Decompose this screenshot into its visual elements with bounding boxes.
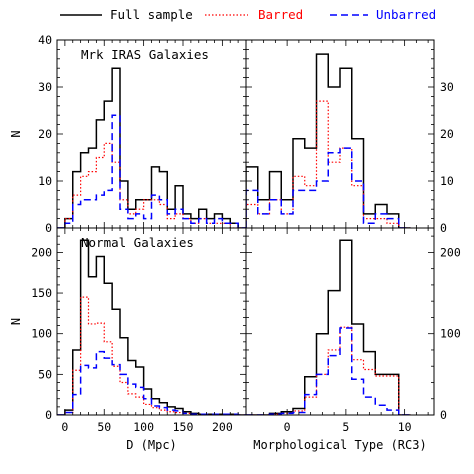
y-tick-label: 50: [38, 367, 52, 381]
y-axis-label: N: [9, 130, 23, 137]
panel-tl: 0 10 20 30 40 Mrk IRAS Galaxies N: [9, 33, 247, 235]
histogram-full-sample: [57, 67, 246, 228]
y-tick-label: 20: [440, 127, 454, 141]
x-axis-label: Morphological Type (RC3): [253, 438, 426, 452]
x-tick-label: 150: [173, 420, 194, 434]
histogram-full-sample: [57, 239, 246, 415]
panel-bl: 0 50 100 150 200 0 50 100 150 200 Normal Galaxies N…: [9, 227, 247, 452]
histogram-unbarred: [57, 350, 246, 415]
x-tick-label: 200: [212, 420, 233, 434]
x-tick-label: 100: [133, 420, 154, 434]
histogram-unbarred: [57, 114, 246, 228]
y-tick-label: 30: [440, 80, 454, 94]
y-tick-label: 100: [440, 327, 461, 341]
x-tick-label: 50: [97, 420, 111, 434]
y-tick-label: 10: [440, 174, 454, 188]
histogram-unbarred: [246, 147, 411, 228]
legend-label-unbarred: Unbarred: [376, 7, 436, 22]
y-tick-label: 100: [31, 327, 52, 341]
x-tick-label: 5: [342, 420, 349, 434]
y-axis-label: N: [9, 318, 23, 325]
x-tick-label: 0: [61, 420, 68, 434]
y-tick-label: 200: [440, 245, 461, 259]
y-tick-label: 40: [38, 33, 52, 47]
y-tick-label: 200: [31, 245, 52, 259]
histograms: [246, 53, 411, 228]
histogram-full-sample: [246, 239, 411, 415]
panel-annotation: Normal Galaxies: [81, 235, 194, 250]
histograms: [57, 239, 246, 415]
y-tick-label: 20: [38, 127, 52, 141]
legend-label-barred: Barred: [258, 7, 303, 22]
legend: Full sample Barred Unbarred: [60, 7, 436, 22]
panel-frame: [245, 227, 435, 416]
x-tick-label: 10: [398, 420, 412, 434]
histogram-unbarred: [246, 327, 411, 415]
y-tick-label: 0: [440, 221, 447, 235]
y-tick-label: 0: [440, 408, 447, 422]
panel-annotation: Mrk IRAS Galaxies: [81, 47, 209, 62]
histograms: [246, 239, 411, 415]
y-tick-label: 30: [38, 80, 52, 94]
y-tick-label: 150: [31, 286, 52, 300]
histograms: [57, 67, 246, 228]
x-axis-label: D (Mpc): [126, 438, 177, 452]
y-tick-label: 0: [45, 408, 52, 422]
y-tick-label: 0: [45, 221, 52, 235]
x-tick-label: 0: [284, 420, 291, 434]
panel-br: 0 100 200 0 5 10 Morphological Type (RC3): [245, 227, 461, 452]
panel-tr: 0 10 20 30: [245, 39, 454, 235]
panel-frame: [56, 227, 247, 416]
histogram-full-sample: [246, 53, 411, 228]
y-tick-label: 10: [38, 174, 52, 188]
legend-label-full-sample: Full sample: [110, 7, 193, 22]
